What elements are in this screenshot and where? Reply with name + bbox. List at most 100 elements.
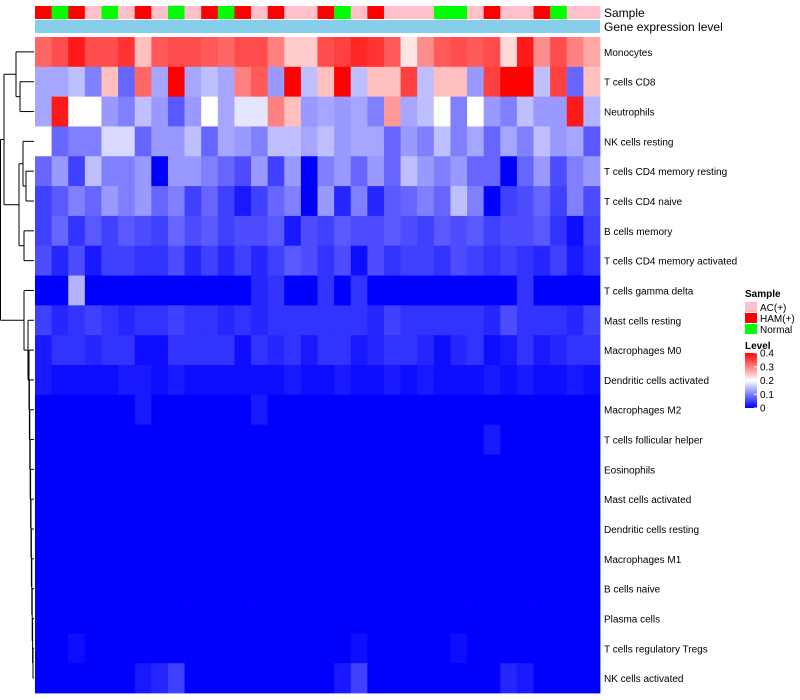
heatmap-cell	[167, 335, 185, 366]
heatmap-cell	[483, 365, 501, 396]
heatmap-cell	[118, 514, 136, 545]
heatmap-cell	[234, 245, 252, 276]
level-tick-label: 0.3	[760, 362, 774, 373]
heatmap-cell	[483, 275, 501, 306]
heatmap-cell	[367, 633, 385, 664]
heatmap-cell	[533, 603, 551, 634]
level-ticks: 0.4 0.3 0.2 0.1 0	[754, 349, 774, 415]
sample-annotation-cell	[433, 6, 451, 19]
heatmap-cell	[201, 365, 219, 396]
heatmap-cell	[68, 633, 86, 664]
heatmap-cell	[184, 245, 202, 276]
heatmap-cell	[483, 573, 501, 604]
heatmap-cell	[350, 305, 368, 336]
heatmap-cell	[566, 484, 584, 515]
heatmap-cell	[68, 335, 86, 366]
heatmap-cell	[251, 633, 269, 664]
heatmap-cell	[433, 365, 451, 396]
row-label: Macrophages M2	[604, 406, 682, 417]
heatmap-cell	[284, 454, 302, 485]
heatmap-cell	[550, 633, 568, 664]
heatmap-cell	[300, 335, 318, 366]
heatmap-cell	[267, 186, 285, 217]
heatmap-cell	[350, 156, 368, 187]
heatmap-cell	[84, 543, 102, 575]
heatmap-cell	[251, 484, 269, 515]
heatmap-cell	[184, 394, 202, 426]
heatmap-cell	[400, 305, 418, 336]
heatmap-cell	[533, 66, 551, 98]
heatmap-cell	[118, 424, 136, 455]
heatmap-cell	[317, 454, 335, 485]
heatmap-cell	[151, 156, 169, 187]
heatmap-cell	[217, 454, 235, 485]
heatmap-cell	[84, 126, 102, 157]
heatmap-cell	[350, 514, 368, 545]
heatmap-cell	[583, 365, 601, 396]
heatmap-cell	[533, 365, 551, 396]
heatmap-cell	[583, 514, 601, 545]
heatmap-cell	[400, 603, 418, 634]
heatmap-cell	[267, 484, 285, 515]
heatmap-cells	[35, 37, 601, 694]
heatmap-cell	[583, 394, 601, 426]
heatmap-cell	[367, 514, 385, 545]
heatmap-cell	[317, 245, 335, 276]
heatmap-cell	[383, 66, 401, 98]
heatmap-cell	[234, 454, 252, 485]
heatmap-cell	[433, 305, 451, 336]
heatmap-cell	[516, 514, 534, 545]
heatmap-cell	[433, 37, 451, 68]
heatmap-cell	[151, 305, 169, 336]
heatmap-cell	[184, 484, 202, 515]
heatmap-cell	[516, 126, 534, 157]
heatmap-cell	[500, 394, 518, 426]
heatmap-cell	[583, 484, 601, 515]
sample-annotation-cell	[334, 6, 352, 19]
heatmap-cell	[566, 66, 584, 98]
heatmap-cell	[84, 514, 102, 545]
heatmap-cell	[217, 186, 235, 217]
heatmap-cell	[334, 663, 352, 694]
heatmap-cell	[234, 543, 252, 575]
heatmap-cell	[583, 126, 601, 157]
heatmap-cell	[433, 275, 451, 306]
heatmap-cell	[383, 663, 401, 694]
heatmap-cell	[201, 215, 219, 247]
heatmap-cell	[550, 394, 568, 426]
heatmap-cell	[400, 126, 418, 157]
heatmap-cell	[467, 245, 485, 276]
heatmap-cell	[134, 603, 152, 634]
heatmap-cell	[184, 66, 202, 98]
heatmap-cell	[516, 603, 534, 634]
heatmap-cell	[167, 514, 185, 545]
heatmap-cell	[334, 543, 352, 575]
sample-annotation-cell	[417, 6, 435, 19]
heatmap-cell	[483, 424, 501, 455]
heatmap-cell	[68, 245, 86, 276]
heatmap-cell	[284, 543, 302, 575]
heatmap-cell	[84, 215, 102, 247]
sample-annotation-cell	[383, 6, 401, 19]
heatmap-cell	[350, 275, 368, 306]
heatmap-cell	[234, 66, 252, 98]
heatmap-cell	[550, 454, 568, 485]
heatmap-cell	[51, 424, 69, 455]
heatmap-cell	[350, 37, 368, 68]
heatmap-cell	[167, 96, 185, 127]
heatmap-cell	[450, 484, 468, 515]
heatmap-cell	[400, 633, 418, 664]
heatmap-cell	[550, 424, 568, 455]
heatmap-cell	[234, 275, 252, 306]
heatmap-cell	[300, 603, 318, 634]
heatmap-cell	[566, 96, 584, 127]
heatmap-cell	[500, 663, 518, 694]
heatmap-cell	[118, 335, 136, 366]
heatmap-cell	[516, 543, 534, 575]
heatmap-cell	[284, 156, 302, 187]
heatmap-cell	[334, 394, 352, 426]
heatmap-cell	[217, 335, 235, 366]
heatmap-cell	[217, 603, 235, 634]
heatmap-cell	[284, 186, 302, 217]
heatmap-cell	[167, 215, 185, 247]
